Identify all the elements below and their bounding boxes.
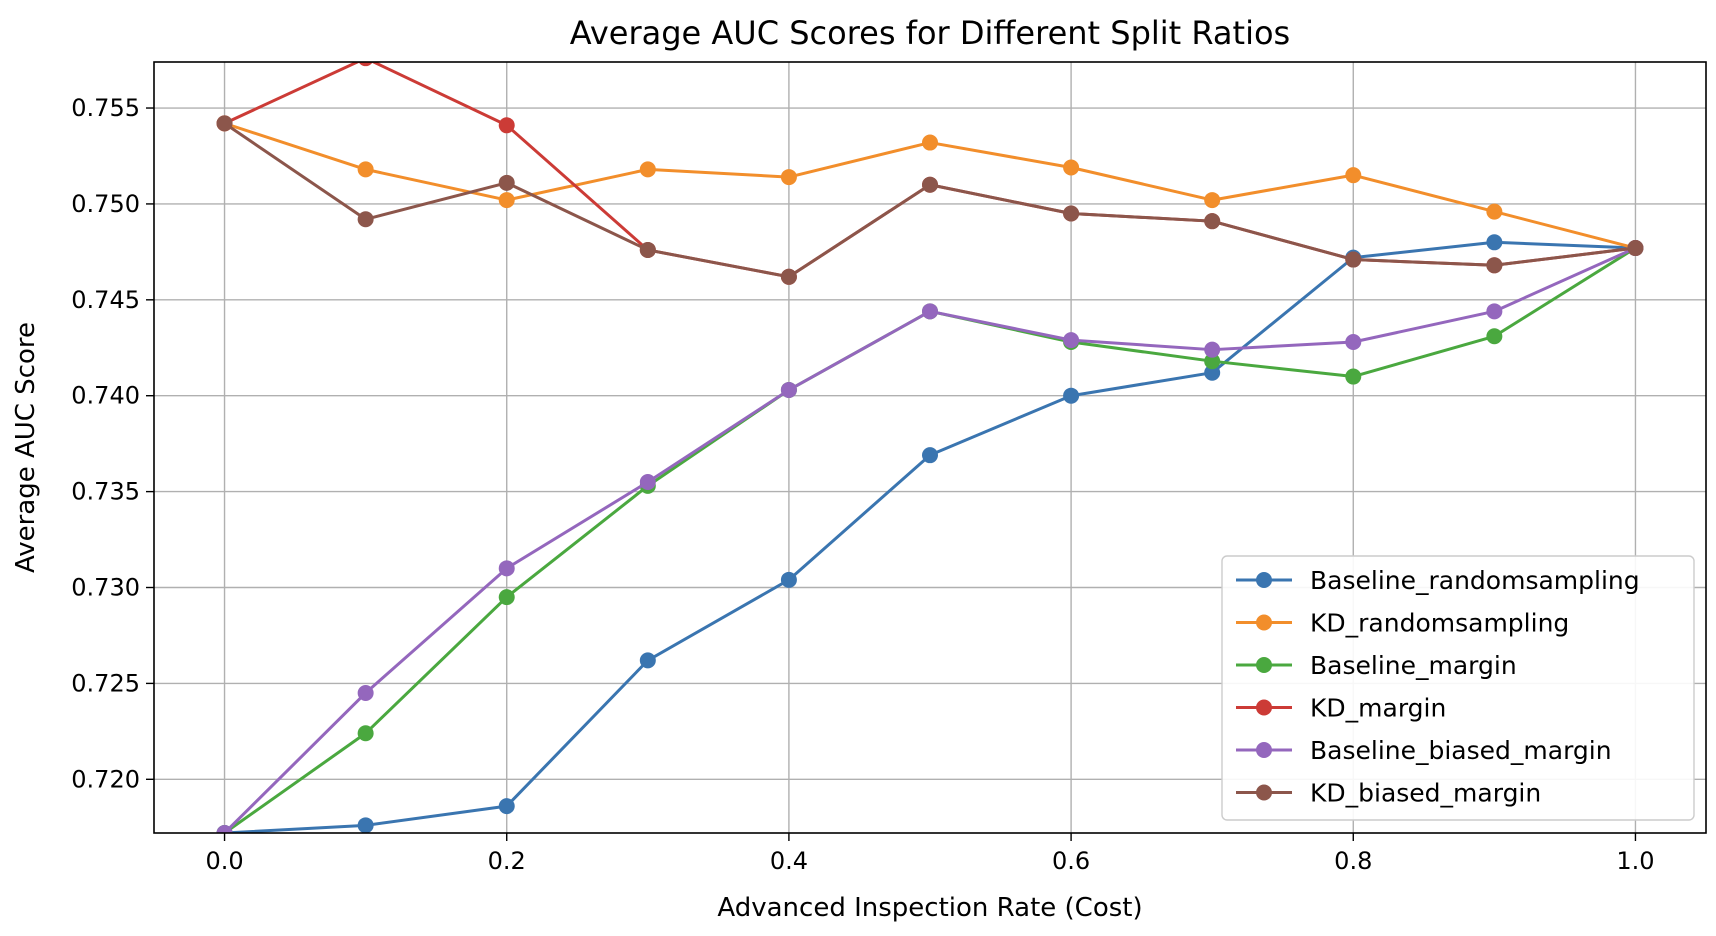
legend-item-kd-margin: KD_margin: [1236, 694, 1446, 723]
data-point-kd-biased-margin: [357, 211, 374, 228]
x-tick-label: 1.0: [1616, 847, 1654, 875]
legend-swatch-marker: [1256, 657, 1272, 673]
x-tick-label: 0.4: [770, 847, 808, 875]
data-point-kd-margin: [358, 62, 373, 67]
series-kd-biased-margin: [216, 115, 1644, 285]
data-point-kd-biased-margin: [1486, 257, 1503, 274]
y-tick-label: 0.755: [71, 94, 140, 122]
data-point-kd-biased-margin: [780, 268, 797, 285]
data-point-baseline-biased-margin: [1204, 341, 1221, 358]
data-point-kd-randomsampling: [780, 169, 797, 186]
data-point-baseline-margin: [1345, 368, 1362, 385]
y-tick-label: 0.750: [71, 190, 140, 218]
data-point-kd-randomsampling: [498, 192, 515, 209]
x-tick-label: 0.0: [205, 847, 243, 875]
data-point-baseline-margin: [1486, 328, 1503, 345]
data-point-baseline-biased-margin: [780, 381, 797, 398]
legend-swatch-marker: [1256, 784, 1272, 801]
plot-frame: [153, 61, 1707, 834]
y-axis-ticks: 0.720 0.725 0.730 0.735 0.740 0.745 0.750 0.755: [71, 94, 154, 793]
legend-swatch-marker: [1256, 572, 1272, 588]
chart-title: Average AUC Scores for Different Split R…: [570, 14, 1290, 52]
legend-swatch-marker: [1256, 614, 1272, 631]
legend-item-baseline-biased-margin: Baseline_biased_margin: [1236, 736, 1612, 765]
legend-swatch-marker: [1256, 742, 1272, 758]
legend-item-baseline-margin: Baseline_margin: [1236, 651, 1517, 680]
data-point-baseline-margin: [498, 589, 515, 606]
legend-item-baseline-randomsampling: Baseline_randomsampling: [1236, 566, 1640, 595]
data-point-baseline-randomsampling: [639, 652, 656, 669]
data-point-kd-randomsampling: [1486, 203, 1503, 220]
x-tick-label: 0.8: [1334, 847, 1372, 875]
data-point-baseline-biased-margin: [357, 684, 374, 701]
data-point-baseline-biased-margin: [1345, 334, 1362, 351]
data-point-kd-randomsampling: [639, 161, 656, 178]
legend-label: Baseline_randomsampling: [1310, 566, 1640, 595]
data-point-kd-randomsampling: [1063, 159, 1080, 176]
y-tick-label: 0.725: [71, 669, 140, 697]
x-tick-label: 0.6: [1052, 847, 1090, 875]
data-point-kd-randomsampling: [357, 161, 374, 178]
legend-label: KD_margin: [1310, 694, 1446, 723]
data-point-kd-biased-margin: [639, 241, 656, 258]
data-point-kd-randomsampling: [1345, 167, 1362, 184]
data-point-baseline-biased-margin: [498, 560, 515, 577]
y-tick-label: 0.745: [71, 286, 140, 314]
y-tick-label: 0.730: [71, 574, 140, 602]
data-point-kd-biased-margin: [1063, 205, 1080, 222]
data-point-kd-biased-margin: [1345, 251, 1362, 268]
data-point-baseline-biased-margin: [639, 474, 656, 491]
data-point-baseline-randomsampling: [780, 571, 797, 588]
data-point-baseline-randomsampling: [357, 817, 374, 833]
y-tick-label: 0.735: [71, 478, 140, 506]
y-axis-label: Average AUC Score: [11, 322, 41, 573]
data-point-baseline-randomsampling: [1204, 364, 1221, 381]
data-point-baseline-randomsampling: [922, 447, 938, 464]
legend-label: Baseline_biased_margin: [1310, 736, 1612, 765]
y-tick-label: 0.740: [71, 382, 140, 410]
data-point-kd-margin: [498, 117, 515, 134]
legend-label: Baseline_margin: [1310, 651, 1517, 680]
data-point-baseline-biased-margin: [922, 303, 938, 320]
data-point-baseline-randomsampling: [1486, 234, 1503, 251]
series-baseline-biased-margin: [216, 240, 1644, 833]
data-point-baseline-margin: [1204, 353, 1221, 370]
data-point-kd-biased-margin: [498, 174, 515, 191]
legend-item-kd-randomsampling: KD_randomsampling: [1236, 609, 1569, 638]
data-point-baseline-biased-margin: [216, 825, 233, 833]
data-point-kd-randomsampling: [922, 134, 938, 151]
series-baseline-randomsampling: [216, 234, 1644, 833]
data-point-kd-randomsampling: [1204, 192, 1221, 209]
legend-label: KD_biased_margin: [1310, 779, 1541, 808]
x-axis-label: Advanced Inspection Rate (Cost): [717, 893, 1142, 923]
data-point-baseline-biased-margin: [1486, 303, 1503, 320]
series-layer: [216, 62, 1644, 833]
x-tick-label: 0.2: [488, 847, 526, 875]
legend: Baseline_randomsampling KD_randomsampling…: [1221, 555, 1695, 821]
data-point-kd-biased-margin: [1204, 213, 1221, 230]
legend-swatch-marker: [1256, 699, 1272, 716]
y-tick-label: 0.720: [71, 765, 140, 793]
data-point-baseline-biased-margin: [1063, 332, 1080, 349]
legend-box: [1221, 555, 1695, 821]
x-axis-ticks: 0.0 0.2 0.4 0.6 0.8 1.0: [205, 833, 1655, 875]
data-point-baseline-randomsampling: [498, 798, 515, 815]
data-point-baseline-margin: [357, 725, 374, 742]
data-point-kd-biased-margin: [1627, 240, 1644, 257]
legend-item-kd-biased-margin: KD_biased_margin: [1236, 779, 1541, 808]
legend-label: KD_randomsampling: [1310, 609, 1569, 638]
data-point-kd-biased-margin: [922, 176, 938, 193]
data-point-kd-biased-margin: [216, 115, 233, 132]
data-point-baseline-randomsampling: [1063, 387, 1080, 404]
